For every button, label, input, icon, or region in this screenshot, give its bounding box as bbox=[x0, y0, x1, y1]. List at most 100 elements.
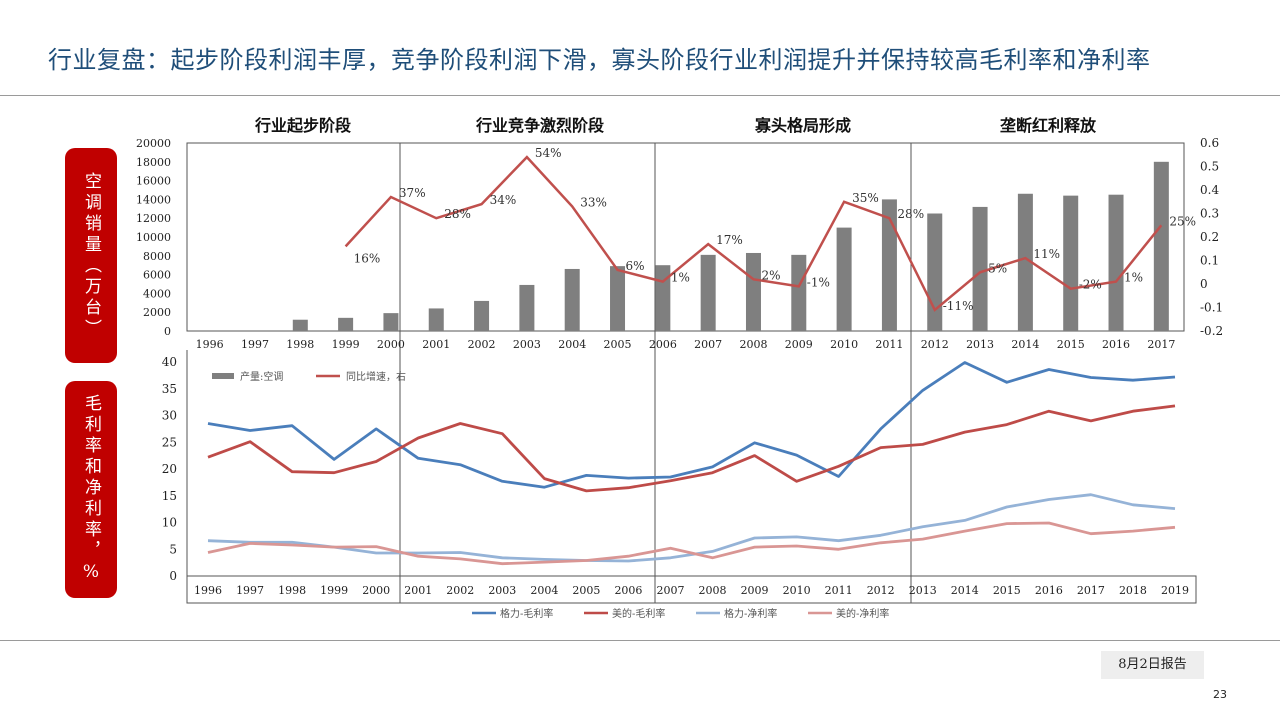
x-tick-label-top: 2008 bbox=[739, 338, 767, 351]
top-plot-frame bbox=[186, 142, 1185, 332]
phase-title: 寡头格局形成 bbox=[754, 116, 851, 135]
growth-data-label: 1% bbox=[1124, 271, 1143, 285]
margin-axis-label: 毛利率和净利率，% bbox=[65, 381, 117, 598]
x-tick-label-bottom: 2004 bbox=[530, 584, 558, 597]
x-tick-label-bottom: 2001 bbox=[404, 584, 432, 597]
x-tick-label-bottom: 2003 bbox=[488, 584, 516, 597]
x-tick-label-top: 2016 bbox=[1102, 338, 1130, 351]
x-tick-label-bottom: 1999 bbox=[320, 584, 348, 597]
bar-2017 bbox=[1153, 161, 1169, 331]
legend-label-growth: 同比增速，右 bbox=[346, 370, 406, 383]
y-tick-label-left: 4000 bbox=[143, 287, 171, 300]
bar-2006 bbox=[655, 265, 671, 331]
sales-volume-axis-label: 空调销量（万台） bbox=[65, 148, 117, 363]
x-tick-label-bottom: 2012 bbox=[867, 584, 895, 597]
x-tick-label-bottom: 2013 bbox=[909, 584, 937, 597]
title-divider bbox=[0, 95, 1280, 96]
y-tick-label-left: 0 bbox=[164, 325, 171, 338]
y-tick-label-right: -0.2 bbox=[1200, 324, 1223, 338]
x-tick-label-top: 2013 bbox=[966, 338, 994, 351]
y-tick-label-left: 16000 bbox=[136, 175, 171, 188]
y-tick-label-margin: 35 bbox=[162, 382, 177, 396]
x-tick-label-top: 2011 bbox=[875, 338, 903, 351]
growth-data-label: 35% bbox=[852, 191, 879, 205]
bar-2009 bbox=[791, 254, 807, 331]
growth-data-label: 6% bbox=[626, 259, 645, 273]
y-tick-label-margin: 40 bbox=[162, 355, 177, 369]
growth-data-label: 33% bbox=[580, 195, 607, 209]
phase-title: 行业竞争激烈阶段 bbox=[475, 116, 605, 135]
legend-label-1: 美的-毛利率 bbox=[612, 607, 665, 620]
x-tick-label-bottom: 1997 bbox=[236, 584, 264, 597]
bar-2007 bbox=[700, 254, 716, 331]
margin-line-2 bbox=[207, 493, 1176, 563]
bar-2012 bbox=[927, 213, 943, 331]
legend-swatch-bar bbox=[212, 373, 234, 379]
footer-divider bbox=[0, 640, 1280, 641]
y-tick-label-right: 0.5 bbox=[1200, 160, 1219, 174]
x-tick-label-bottom: 2007 bbox=[656, 584, 684, 597]
x-tick-label-top: 2005 bbox=[604, 338, 632, 351]
phase-title: 行业起步阶段 bbox=[254, 116, 352, 135]
growth-line bbox=[344, 155, 1163, 312]
growth-data-label: 25% bbox=[1169, 214, 1196, 228]
y-tick-label-left: 18000 bbox=[136, 156, 171, 169]
x-tick-label-top: 2004 bbox=[558, 338, 586, 351]
legend-label-0: 格力-毛利率 bbox=[500, 607, 553, 620]
growth-data-label: 34% bbox=[490, 193, 517, 207]
bar-2016 bbox=[1108, 194, 1124, 331]
x-tick-label-bottom: 2017 bbox=[1077, 584, 1105, 597]
page-number: 23 bbox=[1213, 688, 1227, 701]
y-tick-label-left: 20000 bbox=[136, 137, 171, 150]
x-tick-label-bottom: 2018 bbox=[1119, 584, 1147, 597]
bar-2002 bbox=[474, 300, 490, 331]
margin-line-3 bbox=[207, 521, 1176, 566]
x-tick-label-top: 2010 bbox=[830, 338, 858, 351]
y-tick-label-margin: 30 bbox=[162, 409, 177, 423]
x-tick-label-top: 1999 bbox=[332, 338, 360, 351]
y-tick-label-margin: 20 bbox=[162, 462, 177, 476]
y-tick-label-right: 0.6 bbox=[1200, 136, 1219, 150]
x-tick-label-top: 2012 bbox=[921, 338, 949, 351]
x-tick-label-top: 2006 bbox=[649, 338, 677, 351]
x-tick-label-bottom: 2008 bbox=[699, 584, 727, 597]
growth-data-label: 37% bbox=[399, 186, 426, 200]
y-tick-label-left: 10000 bbox=[136, 231, 171, 244]
y-tick-label-right: 0 bbox=[1200, 277, 1208, 291]
bar-2005 bbox=[610, 266, 626, 331]
y-tick-label-right: 0.1 bbox=[1200, 254, 1219, 268]
y-tick-label-margin: 0 bbox=[169, 569, 177, 583]
growth-data-label: -11% bbox=[943, 299, 974, 313]
legend-label-3: 美的-净利率 bbox=[836, 607, 889, 620]
x-tick-label-top: 2009 bbox=[785, 338, 813, 351]
x-tick-label-bottom: 2005 bbox=[572, 584, 600, 597]
y-tick-label-left: 2000 bbox=[143, 306, 171, 319]
x-tick-label-bottom: 2011 bbox=[825, 584, 853, 597]
y-tick-label-margin: 25 bbox=[162, 435, 177, 449]
growth-data-label: 2% bbox=[761, 268, 780, 282]
x-tick-label-bottom: 2009 bbox=[741, 584, 769, 597]
growth-data-label: 28% bbox=[444, 207, 471, 221]
bar-2001 bbox=[428, 308, 444, 331]
x-tick-label-top: 1997 bbox=[241, 338, 269, 351]
x-tick-label-bottom: 2019 bbox=[1161, 584, 1189, 597]
x-tick-label-bottom: 2016 bbox=[1035, 584, 1063, 597]
margin-line-0 bbox=[207, 361, 1176, 489]
y-tick-label-margin: 5 bbox=[169, 542, 177, 556]
y-tick-label-left: 8000 bbox=[143, 250, 171, 263]
growth-data-label: 16% bbox=[354, 251, 381, 265]
x-tick-label-top: 2002 bbox=[468, 338, 496, 351]
growth-data-label: -2% bbox=[1079, 278, 1102, 292]
growth-data-label: 11% bbox=[1033, 247, 1060, 261]
x-tick-label-bottom: 2002 bbox=[446, 584, 474, 597]
growth-data-label: 1% bbox=[671, 271, 690, 285]
margin-chart: 0 5 10 15 20 25 30 35 40 1996 1997 1998 1999 2000 2001… bbox=[162, 350, 1197, 620]
margin-line-1 bbox=[207, 404, 1176, 493]
growth-data-label: -1% bbox=[807, 275, 830, 289]
x-tick-label-bottom: 2006 bbox=[614, 584, 642, 597]
bar-2013 bbox=[972, 206, 988, 331]
x-tick-label-top: 2000 bbox=[377, 338, 405, 351]
x-tick-label-top: 2003 bbox=[513, 338, 541, 351]
page-title: 行业复盘：起步阶段利润丰厚，竞争阶段利润下滑，寡头阶段行业利润提升并保持较高毛利… bbox=[48, 46, 1151, 74]
